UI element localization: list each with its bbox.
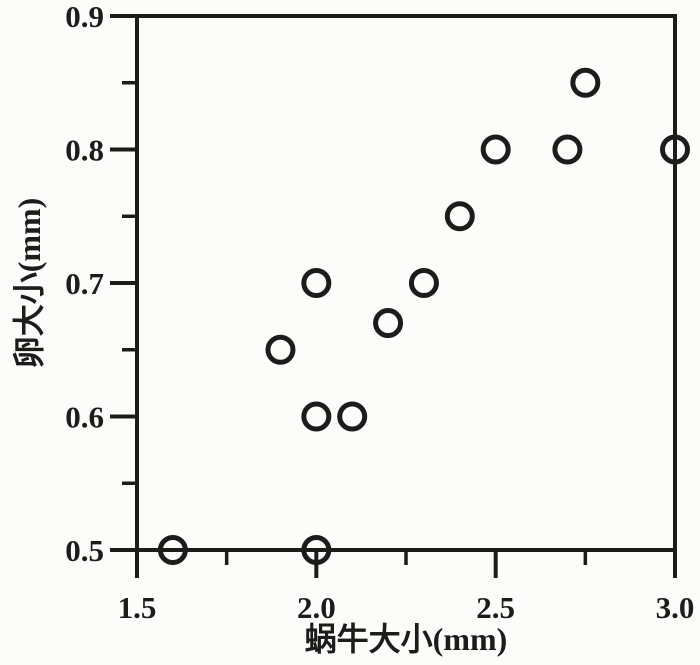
y-tick-label: 0.9 [65,0,104,34]
data-point [157,535,188,565]
plot-layer: 0.5 0.6 0.7 0.8 0.9 1.5 2.0 2.5 3.0 [65,0,694,625]
data-point [408,268,439,298]
y-tick-label: 0.7 [65,266,104,301]
y-tick-label: 0.8 [65,133,104,168]
data-point [480,134,511,165]
x-tick-label: 1.5 [118,590,157,625]
data-point [301,268,332,298]
data-point [301,401,332,432]
data-point [660,134,690,165]
data-point [265,334,296,365]
data-point [301,535,332,565]
x-tick-label: 2.0 [297,590,336,625]
data-point [337,401,368,432]
data-point [444,201,475,232]
y-tick-label: 0.5 [65,533,104,568]
plot-frame [135,14,677,552]
data-point [552,134,583,165]
y-axis-title: 卵大小(mm) [11,198,47,369]
y-tick-label: 0.6 [65,400,104,435]
x-tick-label: 3.0 [656,590,695,625]
data-point [570,67,601,98]
data-point [373,308,404,339]
x-tick-label: 2.5 [476,590,515,625]
x-axis-title: 蜗牛大小(mm) [305,621,508,657]
